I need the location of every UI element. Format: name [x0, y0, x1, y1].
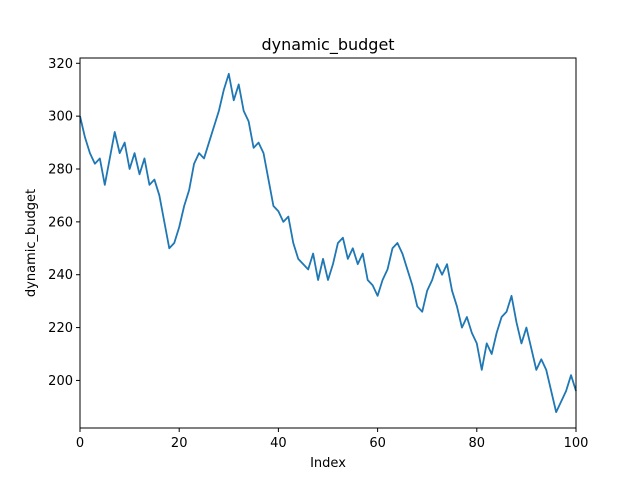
series-line: [79, 72, 577, 414]
y-axis-label: dynamic_budget: [24, 189, 39, 297]
x-tick-label: 100: [564, 436, 589, 451]
x-axis-label: Index: [310, 456, 346, 471]
chart-title: dynamic_budget: [261, 35, 394, 55]
x-tick-label: 0: [76, 436, 84, 451]
y-axis-ticks: 200 220 240 260 280 300 320: [48, 57, 80, 389]
y-tick-label: 240: [48, 268, 73, 283]
x-tick-label: 60: [369, 436, 386, 451]
y-tick-label: 200: [48, 374, 73, 389]
x-tick-label: 80: [469, 436, 486, 451]
x-tick-label: 20: [171, 436, 188, 451]
x-axis-ticks: 0 20 40 60 80 100: [76, 428, 589, 451]
series-layer: [79, 72, 577, 414]
x-tick-label: 40: [270, 436, 287, 451]
y-tick-label: 280: [48, 163, 73, 178]
y-tick-label: 300: [48, 110, 73, 125]
y-tick-label: 320: [48, 57, 73, 72]
plot-area-frame: [79, 57, 577, 429]
y-tick-label: 260: [48, 215, 73, 230]
y-tick-label: 220: [48, 321, 73, 336]
